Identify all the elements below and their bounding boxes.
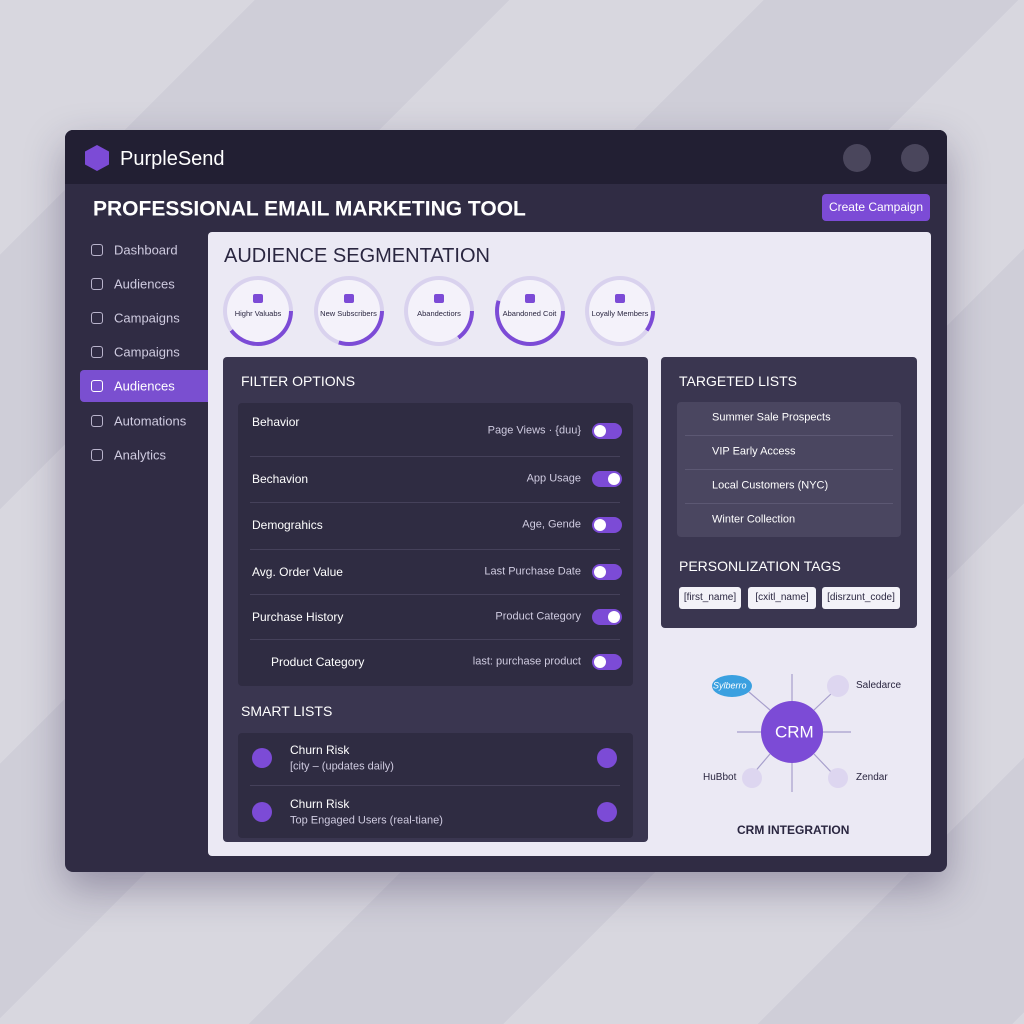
nav-icon xyxy=(91,380,103,392)
tag[interactable]: [first_name] xyxy=(679,587,741,609)
page-title: PROFESSIONAL EMAIL MARKETING TOOL xyxy=(93,197,526,221)
segment-icon xyxy=(524,294,535,303)
avatar[interactable] xyxy=(901,144,929,172)
separator xyxy=(685,435,893,436)
nav-icon xyxy=(91,449,103,461)
nav-item[interactable]: Campaigns xyxy=(114,310,180,326)
segment-face xyxy=(589,280,651,342)
list-detail: [city – (updates daily) xyxy=(290,760,394,773)
crm-diagram xyxy=(712,674,851,792)
nav-item[interactable]: Audiences xyxy=(114,276,175,292)
tag[interactable]: [cxitl_name] xyxy=(748,587,816,609)
filter-value: Last Purchase Date xyxy=(484,565,581,578)
filter-box xyxy=(238,403,633,686)
nav-icon xyxy=(91,415,103,427)
filter-value: Age, Gende xyxy=(522,518,581,531)
segment-face xyxy=(408,280,470,342)
separator xyxy=(250,785,620,786)
filter-value: last: purchase product xyxy=(472,655,581,668)
separator xyxy=(250,594,620,595)
filter-value: Page Views · {duu} xyxy=(487,424,581,437)
targeted-item[interactable]: Winter Collection xyxy=(712,513,796,526)
crm-node[interactable]: Sylberro xyxy=(713,680,747,691)
nav-icon xyxy=(91,278,103,290)
separator xyxy=(250,502,620,503)
section-title: AUDIENCE SEGMENTATION xyxy=(224,245,490,267)
toggle-knob xyxy=(594,656,606,668)
separator xyxy=(250,456,620,457)
toggle-knob xyxy=(608,611,620,623)
create-button[interactable]: Create Campaign xyxy=(822,194,930,221)
crm-node[interactable]: Saledarce xyxy=(856,680,902,691)
panel-title: TARGETED LISTS xyxy=(679,373,797,389)
segment-face xyxy=(227,280,289,342)
segment-label: Abandoned Coit xyxy=(502,309,557,318)
nav-item[interactable]: Automations xyxy=(114,413,187,429)
refresh-icon[interactable] xyxy=(597,802,617,822)
nav-item[interactable]: Audiences xyxy=(114,378,175,394)
toggle-knob xyxy=(594,566,606,578)
separator xyxy=(250,639,620,640)
toggle-knob xyxy=(594,519,606,531)
panel-title: FILTER OPTIONS xyxy=(241,373,356,389)
nav-icon xyxy=(91,346,103,358)
filter-value: Product Category xyxy=(495,610,581,623)
list-icon xyxy=(252,748,272,768)
segment-icon xyxy=(434,294,444,303)
list-icon xyxy=(252,802,272,822)
separator xyxy=(685,503,893,504)
crm-title: CRM INTEGRATION xyxy=(737,823,850,837)
list-detail: Top Engaged Users (real-tiane) xyxy=(290,814,443,827)
filter-label: Bechavion xyxy=(252,472,309,486)
toggle-knob xyxy=(594,425,606,437)
segment-label: Abandectiors xyxy=(417,309,461,318)
nav-item[interactable]: Analytics xyxy=(114,447,167,463)
list-name: Churn Risk xyxy=(290,797,350,811)
nav-icon xyxy=(91,312,103,324)
list-name: Churn Risk xyxy=(290,743,350,757)
filter-label: Demograhics xyxy=(252,518,323,532)
brand: PurpleSend xyxy=(120,148,225,170)
filter-label: Avg. Order Value xyxy=(252,565,343,579)
targeted-item[interactable]: VIP Early Access xyxy=(712,445,796,458)
nav-icon xyxy=(91,244,103,256)
toggle-knob xyxy=(608,473,620,485)
crm-node[interactable]: HuBbot xyxy=(703,772,737,783)
tag[interactable]: [disrzunt_code] xyxy=(822,587,900,609)
segment-icon xyxy=(615,294,625,303)
segment-icon xyxy=(253,294,263,303)
nav-item[interactable]: Dashboard xyxy=(114,242,178,258)
panel-title: PERSONLIZATION TAGS xyxy=(679,558,841,574)
filter-value: App Usage xyxy=(526,472,581,485)
crm-center: CRM xyxy=(775,722,814,742)
segment-label: Loyally Members xyxy=(591,309,649,318)
avatar[interactable] xyxy=(843,144,871,172)
filter-label: Behavior xyxy=(252,415,300,429)
segment-icon xyxy=(343,294,354,303)
panel-title: SMART LISTS xyxy=(241,703,333,719)
crm-node[interactable]: Zendar xyxy=(856,772,888,783)
nav-active[interactable] xyxy=(80,370,208,402)
separator xyxy=(685,469,893,470)
segment-face xyxy=(317,280,380,342)
filter-label: Product Category xyxy=(271,655,365,669)
separator xyxy=(250,549,620,550)
nav-item[interactable]: Campaigns xyxy=(114,344,180,360)
segment-label: Highr Valuabs xyxy=(234,309,282,318)
targeted-item[interactable]: Summer Sale Prospects xyxy=(712,411,831,424)
filter-label: Purchase History xyxy=(252,610,344,624)
segment-label: New Subscribers xyxy=(320,309,377,318)
segment-face xyxy=(498,280,561,342)
refresh-icon[interactable] xyxy=(597,748,617,768)
top-bar xyxy=(65,130,947,184)
targeted-item[interactable]: Local Customers (NYC) xyxy=(712,479,829,492)
